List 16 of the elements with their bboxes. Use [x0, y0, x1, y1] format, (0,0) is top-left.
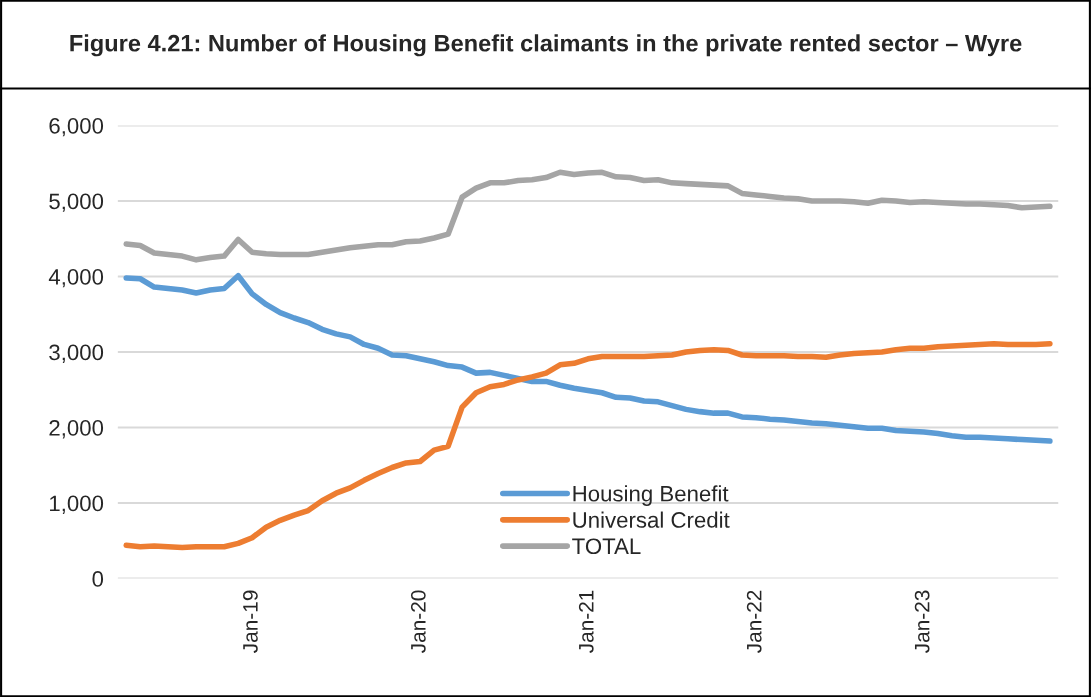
x-tick-label: Jan-22	[746, 590, 762, 653]
legend-label: TOTAL	[572, 538, 641, 555]
x-tick-label: Jan-21	[578, 590, 594, 653]
legend-label: Universal Credit	[573, 511, 730, 528]
x-tick-label: Jan-20	[410, 590, 426, 653]
y-tick-label: 6,000	[49, 117, 104, 137]
y-tick-label: 5,000	[49, 193, 104, 212]
y-tick-label: 4,000	[48, 269, 104, 288]
x-tick-label: Jan-19	[243, 590, 258, 653]
x-tick-label: Jan-23	[914, 590, 930, 653]
legend-label: Housing Benefit	[573, 485, 729, 506]
y-tick-label: 1,000	[50, 495, 104, 514]
y-tick-label: 0	[92, 571, 104, 587]
y-tick-label: 3,000	[49, 344, 104, 363]
chart-title: Figure 4.21: Number of Housing Benefit claimants in the private rented sector – Wyre	[70, 34, 1022, 57]
y-tick-label: 2,000	[49, 420, 104, 439]
